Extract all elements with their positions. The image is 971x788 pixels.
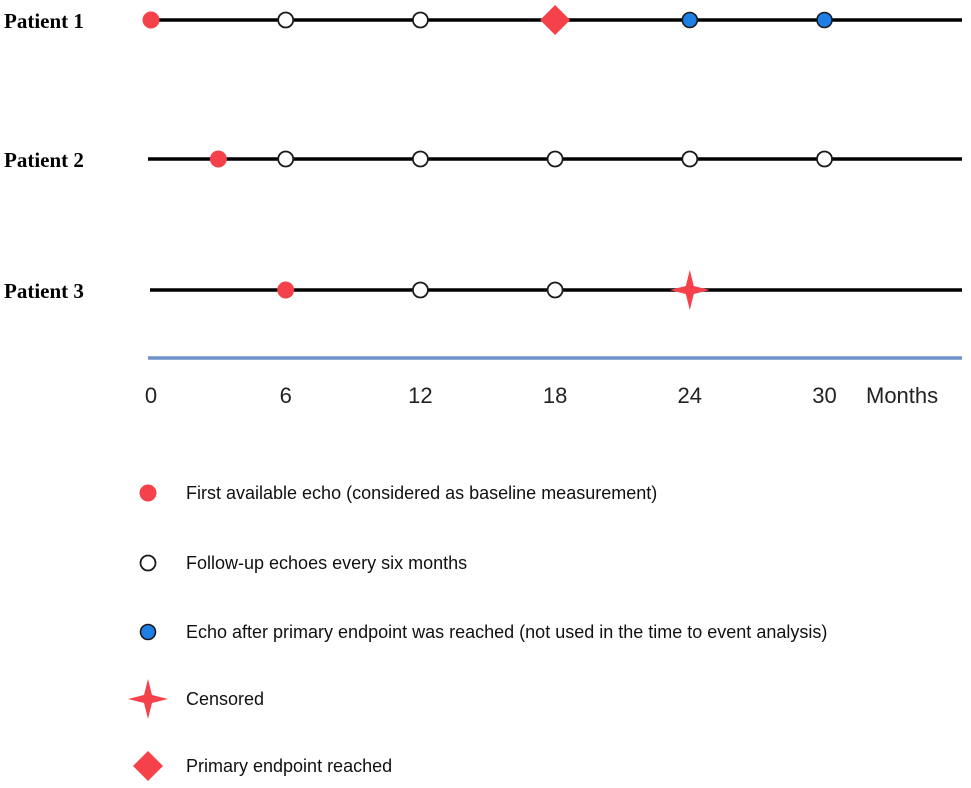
censored-marker [669,270,710,310]
time-axis: 0 6 12 18 24 30 Months [145,356,962,408]
axis-tick-label: 0 [145,383,157,408]
axis-tick-label: 24 [678,383,702,408]
patient-timelines: Patient 1 Patient 2 Patient 3 [4,5,962,310]
baseline-marker [277,281,295,299]
followup-marker [681,150,699,168]
patient-row-2: Patient 2 [4,148,962,172]
axis-tick-label: 18 [543,383,567,408]
post-endpoint-marker [816,11,833,29]
axis-tick-label: 6 [280,383,292,408]
legend: First available echo (considered as base… [128,483,827,781]
red-circle-icon [139,484,157,502]
axis-unit-label: Months [866,383,938,408]
legend-item-followup: Follow-up echoes every six months [139,553,467,573]
axis-tick-label: 30 [812,383,836,408]
axis-tick-labels: 0 6 12 18 24 30 [145,383,837,408]
legend-label: First available echo (considered as base… [186,483,657,503]
post-endpoint-marker [681,11,699,29]
legend-label: Follow-up echoes every six months [186,553,467,573]
legend-label: Echo after primary endpoint was reached … [186,622,827,642]
patient-label: Patient 2 [4,148,84,172]
patient-label: Patient 1 [4,9,84,33]
legend-item-baseline: First available echo (considered as base… [139,483,657,503]
legend-item-endpoint: Primary endpoint reached [133,751,392,781]
patient-row-3: Patient 3 [4,270,962,310]
baseline-marker [209,150,227,168]
endpoint-marker [540,5,571,35]
patient-label: Patient 3 [4,279,84,303]
followup-marker [411,150,429,168]
white-circle-icon [139,554,157,572]
blue-circle-icon [139,623,157,641]
followup-marker [546,150,564,168]
followup-marker [816,150,833,168]
legend-label: Censored [186,689,264,709]
baseline-marker [142,11,160,29]
followup-marker [411,281,429,299]
followup-marker [277,150,295,168]
diamond-icon [133,751,163,781]
legend-item-post-endpoint: Echo after primary endpoint was reached … [139,622,827,642]
followup-marker [411,11,429,29]
patient-row-1: Patient 1 [4,5,962,35]
followup-marker [546,281,564,299]
followup-marker [277,11,295,29]
legend-label: Primary endpoint reached [186,756,392,776]
axis-tick-label: 12 [408,383,432,408]
star-icon [128,679,168,719]
legend-item-censored: Censored [128,679,264,719]
